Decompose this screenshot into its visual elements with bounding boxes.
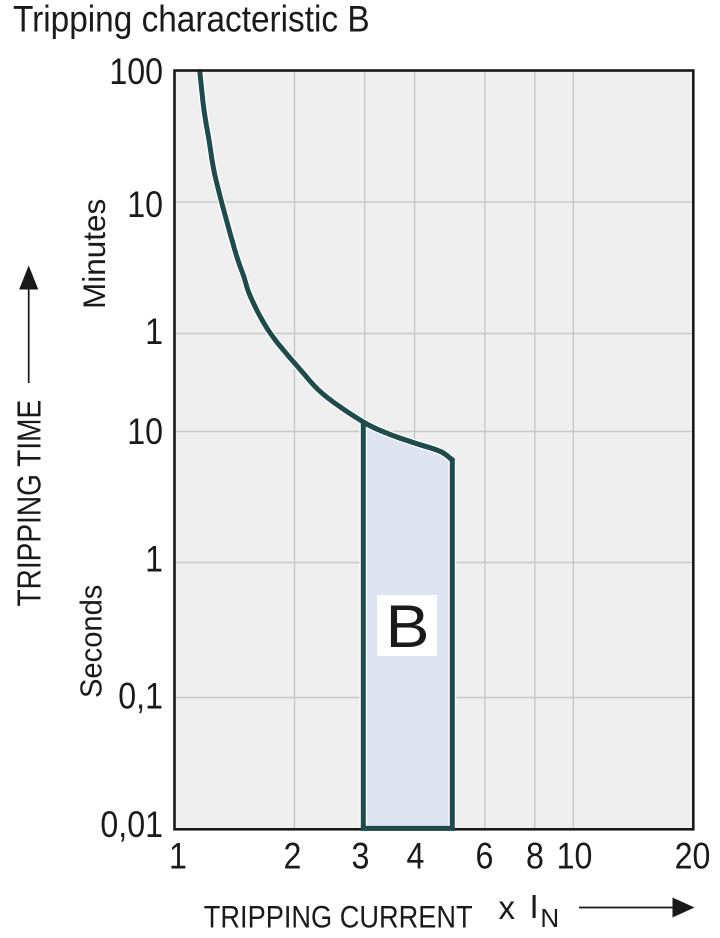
svg-text:10: 10 [557,836,593,877]
svg-text:1: 1 [145,312,163,353]
svg-text:0,1: 0,1 [118,676,163,717]
svg-text:B: B [385,594,429,661]
svg-text:2: 2 [284,836,302,877]
svg-text:10: 10 [127,412,163,453]
svg-text:N: N [540,903,559,933]
svg-text:TRIPPING TIME: TRIPPING TIME [11,400,48,607]
svg-text:1: 1 [169,836,187,877]
svg-text:Tripping characteristic B: Tripping characteristic B [13,0,370,40]
svg-text:0,01: 0,01 [100,805,163,846]
svg-text:TRIPPING CURRENT: TRIPPING CURRENT [204,900,473,935]
svg-text:I: I [530,888,539,925]
svg-text:20: 20 [675,836,711,877]
svg-text:4: 4 [407,836,425,877]
svg-text:3: 3 [352,836,370,877]
svg-text:8: 8 [526,836,544,877]
svg-text:100: 100 [109,52,163,93]
svg-text:6: 6 [476,836,494,877]
svg-text:Seconds: Seconds [75,585,109,698]
svg-text:1: 1 [145,539,163,580]
svg-text:10: 10 [127,185,163,226]
svg-text:x: x [499,889,516,926]
svg-text:Minutes: Minutes [76,199,112,309]
